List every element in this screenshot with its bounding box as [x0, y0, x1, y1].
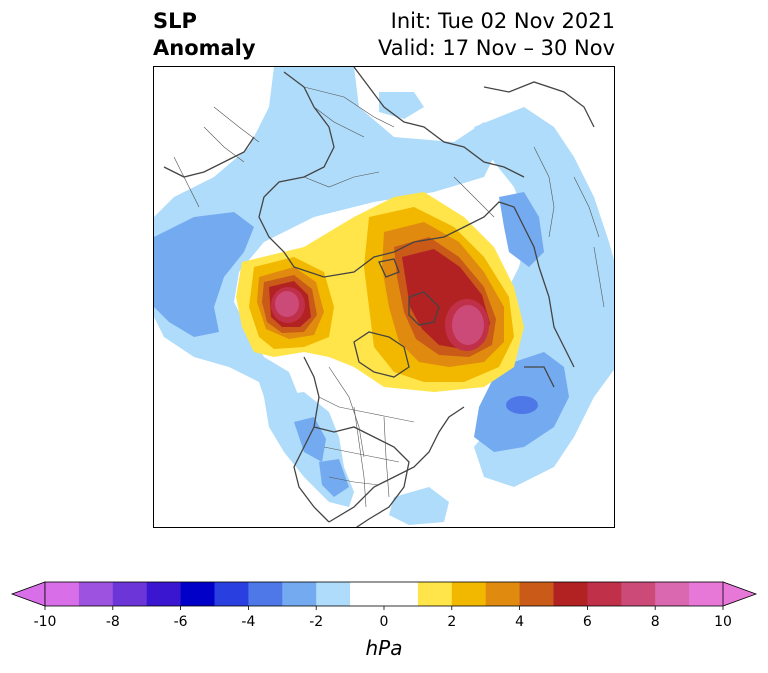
anomaly-fill-plus-8	[275, 291, 484, 345]
title-init-date: Init: Tue 02 Nov 2021	[390, 9, 615, 33]
title-variable: SLP	[153, 9, 197, 33]
colorbar-over-extension	[722, 581, 758, 607]
colorbar-tick-label: -2	[309, 614, 324, 630]
colorbar-segment	[282, 582, 317, 606]
country-borders	[173, 86, 605, 508]
title-field: Anomaly	[153, 36, 256, 60]
colorbar-segment	[451, 582, 487, 606]
colorbar-segment	[485, 582, 521, 606]
colorbar-segment	[384, 582, 419, 606]
colorbar-segment	[316, 582, 351, 606]
colorbar-tick-label: 10	[714, 614, 732, 630]
colorbar-segment	[519, 582, 554, 606]
colorbar-tick-label: 2	[447, 614, 457, 630]
colorbar-segment	[78, 582, 114, 606]
colorbar-segment	[587, 582, 622, 606]
colorbar-tick-label: 0	[379, 614, 389, 630]
map-title-left: SLP Anomaly	[153, 8, 256, 62]
colorbar-segment	[214, 582, 249, 606]
map-canvas	[154, 67, 614, 527]
colorbar-tick-label: -4	[241, 614, 256, 630]
colorbar-segment	[146, 582, 182, 606]
colorbar-tick-label: 6	[582, 614, 592, 630]
colorbar-tick-label: -8	[105, 614, 120, 630]
colorbar-unit-label: hPa	[365, 636, 403, 660]
colorbar-segment	[655, 582, 690, 606]
colorbar-segment	[45, 582, 80, 606]
anomaly-fill-minus-4	[506, 396, 538, 414]
colorbar-segment	[112, 582, 148, 606]
slp-anomaly-map	[153, 66, 615, 528]
colorbar	[10, 581, 758, 610]
colorbar-segment	[180, 582, 215, 606]
colorbar-segment	[417, 582, 453, 606]
colorbar-segment	[621, 582, 656, 606]
colorbar-tick-label: 4	[515, 614, 525, 630]
colorbar-segment	[248, 582, 283, 606]
map-title-right: Init: Tue 02 Nov 2021 Valid: 17 Nov – 30…	[378, 8, 615, 62]
colorbar-tick-label: 8	[650, 614, 660, 630]
colorbar-under-extension	[10, 581, 46, 607]
colorbar-tick-label: -6	[173, 614, 188, 630]
colorbar-segment	[689, 582, 724, 606]
colorbar-tick-label: -10	[33, 614, 57, 630]
colorbar-segment	[553, 582, 588, 606]
colorbar-segment	[350, 582, 385, 606]
title-valid-range: Valid: 17 Nov – 30 Nov	[378, 36, 615, 60]
